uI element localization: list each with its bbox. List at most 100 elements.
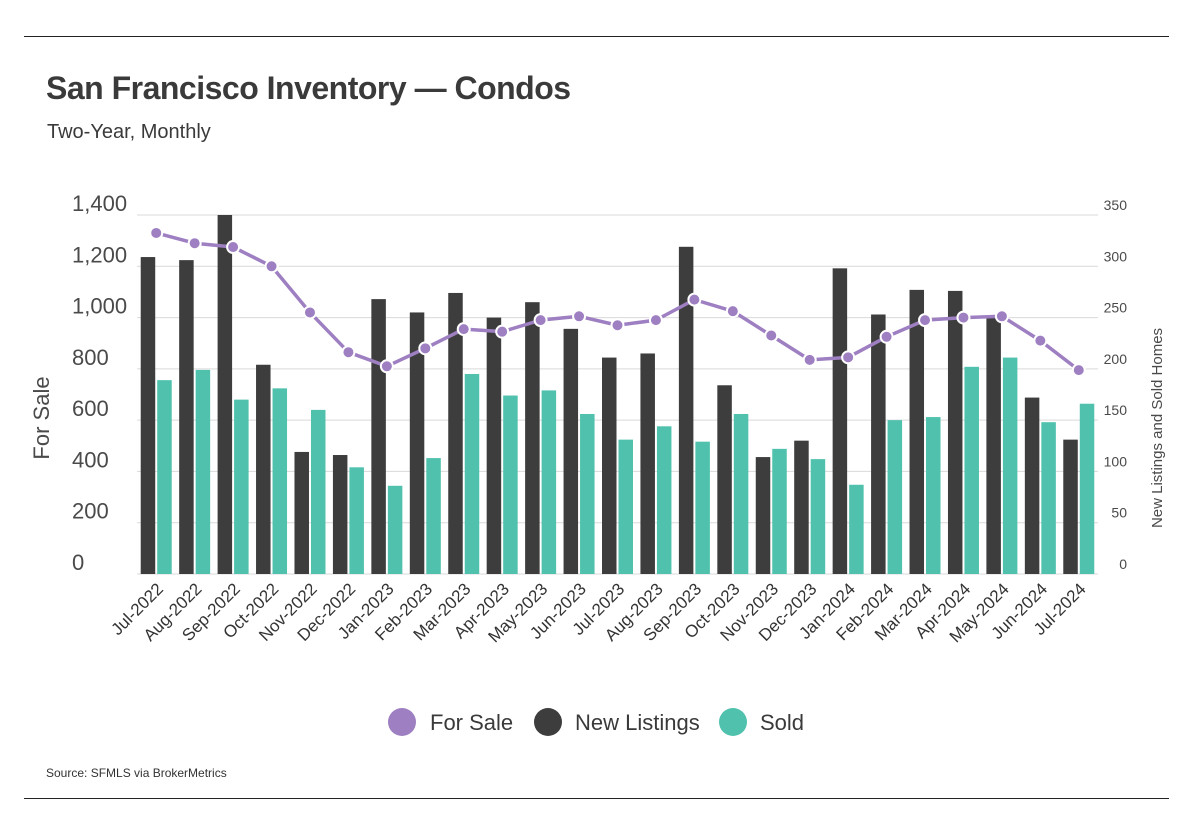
for-sale-line xyxy=(155,231,1080,372)
legend-label-new-listings: New Listings xyxy=(575,710,700,735)
for-sale-line-series xyxy=(149,225,1086,378)
for-sale-point xyxy=(687,292,702,307)
left-tick-label: 800 xyxy=(72,345,109,370)
bar-new-listings xyxy=(294,451,309,574)
bar-new-listings xyxy=(217,215,233,574)
for-sale-point xyxy=(648,313,663,328)
left-tick-label: 200 xyxy=(72,499,109,524)
bar-new-listings xyxy=(947,290,963,574)
bar-sold xyxy=(580,413,595,574)
for-sale-point xyxy=(956,310,971,325)
bar-new-listings xyxy=(832,268,848,574)
bar-series xyxy=(140,215,1095,574)
bar-sold xyxy=(695,441,710,574)
bar-new-listings xyxy=(256,364,271,574)
bar-sold xyxy=(1079,403,1095,574)
bar-new-listings xyxy=(986,316,1001,574)
top-rule xyxy=(24,36,1169,37)
source-note: Source: SFMLS via BrokerMetrics xyxy=(46,766,227,780)
right-tick-label: 200 xyxy=(1104,351,1128,367)
legend-marker-sold xyxy=(719,708,747,736)
bar-new-listings xyxy=(755,457,771,574)
legend: For Sale New Listings Sold xyxy=(388,708,804,736)
right-axis-title: New Listings and Sold Homes xyxy=(1149,328,1166,528)
right-tick-label: 350 xyxy=(1104,197,1128,213)
bar-new-listings xyxy=(794,440,809,574)
left-tick-label: 1,200 xyxy=(72,242,127,267)
right-tick-label: 300 xyxy=(1104,248,1128,264)
for-sale-point xyxy=(302,305,317,320)
bar-new-listings xyxy=(602,357,617,574)
page-title: San Francisco Inventory — Condos xyxy=(46,70,571,106)
bar-sold xyxy=(464,373,480,574)
bottom-rule xyxy=(24,798,1169,799)
bar-sold xyxy=(849,484,864,574)
bar-sold xyxy=(387,485,403,574)
for-sale-point xyxy=(149,225,164,240)
left-tick-label: 1,400 xyxy=(72,191,127,216)
bar-new-listings xyxy=(717,385,732,574)
legend-label-for-sale: For Sale xyxy=(430,710,513,735)
for-sale-point xyxy=(533,313,548,328)
for-sale-point xyxy=(1033,333,1048,348)
bar-sold xyxy=(234,399,249,574)
bar-new-listings xyxy=(1063,439,1078,574)
bar-sold xyxy=(964,366,979,574)
bar-new-listings xyxy=(179,260,194,574)
bar-sold xyxy=(1002,357,1018,574)
right-tick-label: 150 xyxy=(1104,402,1128,418)
for-sale-point xyxy=(379,359,394,374)
bar-sold xyxy=(772,448,787,574)
for-sale-point xyxy=(226,240,241,255)
right-tick-label: 250 xyxy=(1104,300,1128,316)
right-tick-label: 0 xyxy=(1119,556,1127,572)
bar-sold xyxy=(272,388,288,574)
for-sale-point xyxy=(341,345,356,360)
bar-new-listings xyxy=(678,246,694,574)
for-sale-point xyxy=(725,304,740,319)
left-tick-label: 1,000 xyxy=(72,294,127,319)
bar-sold xyxy=(810,459,826,574)
bar-new-listings xyxy=(140,257,156,574)
bar-new-listings xyxy=(909,289,925,574)
page-subtitle: Two-Year, Monthly xyxy=(47,121,211,143)
bar-new-listings xyxy=(525,302,540,574)
bar-sold xyxy=(541,390,557,574)
bar-sold xyxy=(349,467,364,574)
bar-new-listings xyxy=(563,328,579,574)
for-sale-point xyxy=(994,309,1009,324)
for-sale-point xyxy=(918,313,933,328)
bar-sold xyxy=(1041,422,1056,574)
bar-new-listings xyxy=(1024,397,1040,574)
bar-new-listings xyxy=(871,314,886,574)
for-sale-point xyxy=(610,318,625,333)
bar-sold xyxy=(926,417,941,574)
for-sale-point xyxy=(495,324,510,339)
bar-sold xyxy=(503,395,518,574)
bar-new-listings xyxy=(640,353,655,574)
left-tick-label: 600 xyxy=(72,396,109,421)
right-axis-ticks: 0 50 100 150 200 250 300 350 xyxy=(1104,197,1128,572)
x-axis-ticks: Jul-2022Aug-2022Sep-2022Oct-2022Nov-2022… xyxy=(107,579,1089,646)
bar-new-listings xyxy=(486,317,502,574)
for-sale-point xyxy=(802,352,817,367)
for-sale-point xyxy=(187,236,202,251)
right-tick-label: 50 xyxy=(1111,505,1127,521)
bar-sold xyxy=(733,413,749,574)
bar-new-listings xyxy=(371,299,386,574)
bar-sold xyxy=(426,458,441,574)
bar-sold xyxy=(195,369,211,574)
legend-marker-new-listings xyxy=(534,708,562,736)
left-axis-ticks: 0 200 400 600 800 1,000 1,200 1,400 xyxy=(72,191,127,575)
left-axis-title: For Sale xyxy=(29,376,54,459)
bar-new-listings xyxy=(448,292,463,574)
for-sale-point xyxy=(456,322,471,337)
bar-sold xyxy=(656,426,672,574)
for-sale-point xyxy=(879,329,894,344)
for-sale-point xyxy=(764,328,779,343)
right-tick-label: 100 xyxy=(1104,453,1128,469)
legend-label-sold: Sold xyxy=(760,710,804,735)
for-sale-point xyxy=(264,259,279,274)
for-sale-point xyxy=(841,350,856,365)
